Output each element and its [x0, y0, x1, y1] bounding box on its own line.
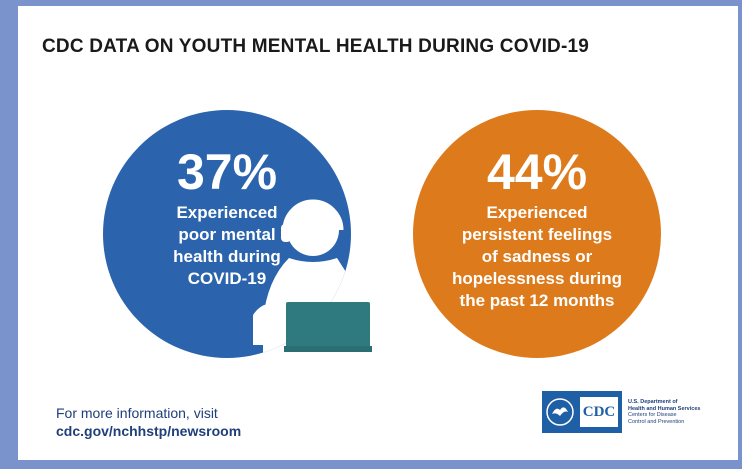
logo-text: U.S. Department of Health and Human Serv… — [628, 399, 700, 425]
stat-line: of sadness or — [481, 247, 593, 266]
stat-line: Experienced — [176, 203, 278, 222]
stat-line: hopelessness during — [451, 269, 623, 288]
stat-line: poor mental — [178, 225, 276, 244]
hhs-eagle-icon — [546, 398, 574, 426]
footer-intro: For more information, visit — [56, 405, 218, 421]
hhs-cdc-logo: CDC U.S. Department of Health and Human … — [542, 390, 700, 434]
logo-line: U.S. Department of — [628, 399, 678, 405]
stat-line: persistent feelings — [461, 225, 613, 244]
logo-line: Centers for Disease — [628, 412, 677, 418]
footer-info: For more information, visit cdc.gov/nchh… — [56, 404, 241, 440]
logo-line: Health and Human Services — [628, 405, 701, 412]
stat-line: Experienced — [486, 203, 588, 222]
stat-value-44: 44% — [486, 144, 588, 200]
stat-line: COVID-19 — [187, 269, 267, 288]
footer-link[interactable]: cdc.gov/nchhstp/newsroom — [56, 423, 242, 439]
laptop-icon — [284, 302, 372, 352]
stat-line: health during — [173, 247, 281, 266]
stat-line: the past 12 months — [459, 291, 615, 310]
hhs-logo-box: CDC — [542, 391, 622, 433]
logo-line: Control and Prevention — [628, 418, 685, 425]
infographic-title: CDC DATA ON YOUTH MENTAL HEALTH DURING C… — [42, 36, 590, 57]
stat-circle-persistent-sadness: 44% Experienced persistent feelings of s… — [413, 110, 661, 358]
cdc-badge: CDC — [580, 397, 618, 427]
stat-value-37: 37% — [176, 144, 278, 200]
